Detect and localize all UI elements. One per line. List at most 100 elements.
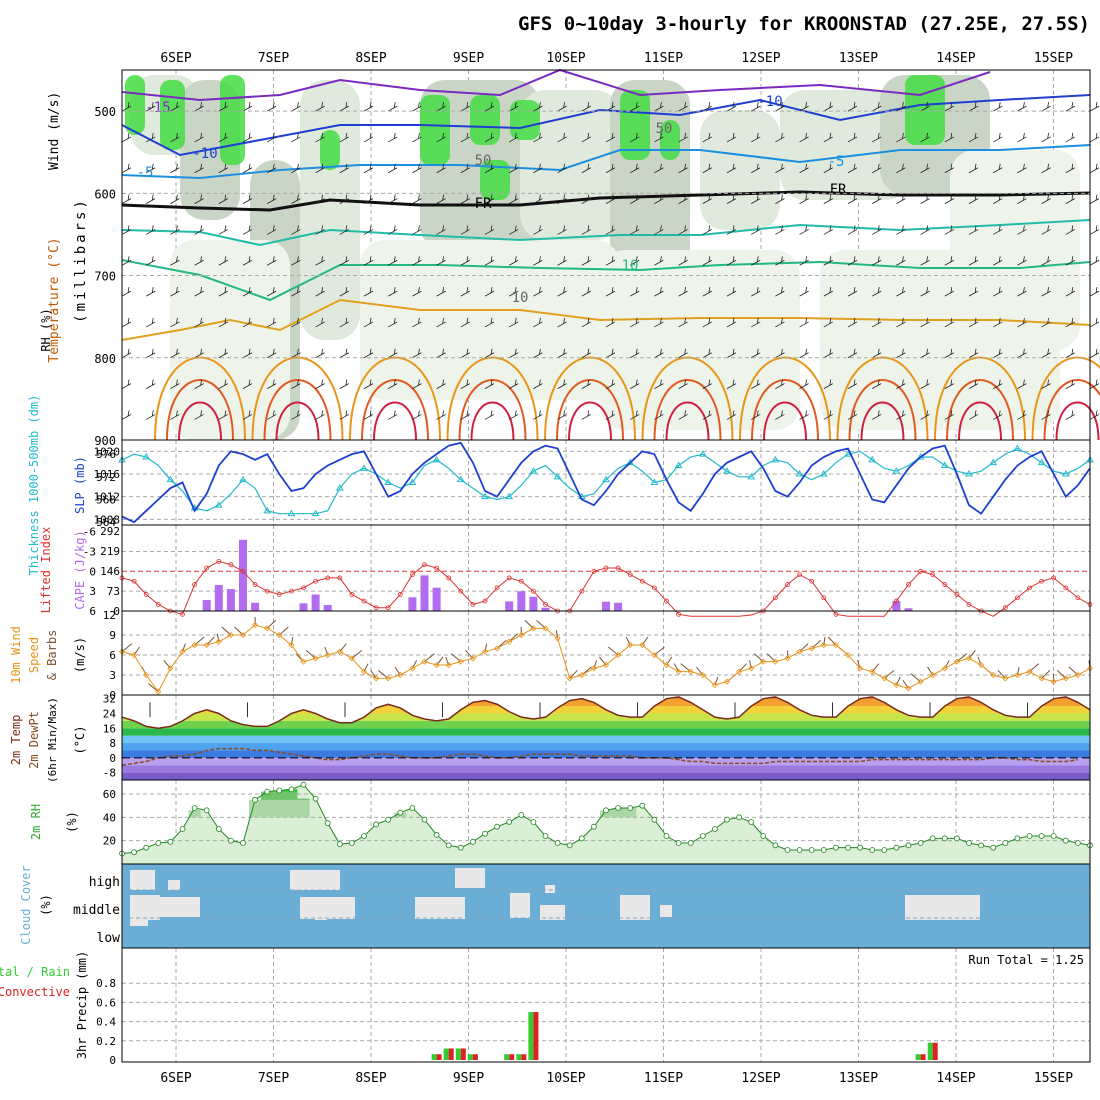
thickness-point <box>505 492 514 500</box>
wind-barb <box>194 132 204 143</box>
wind-barb <box>1065 132 1075 143</box>
top-date-label: 9SEP <box>453 51 484 66</box>
wind-barb <box>1065 379 1075 389</box>
wind-barb <box>678 348 688 359</box>
wind-barb <box>218 163 228 174</box>
wind-barb <box>605 317 616 328</box>
lifted-point <box>954 592 960 597</box>
wind-barb <box>242 194 253 204</box>
wind-barb <box>242 410 253 420</box>
wind-barb <box>557 132 567 143</box>
wind-barb <box>315 102 325 112</box>
rh-high-fill <box>249 799 262 818</box>
upper-label-temperature: Temperature (°C) <box>47 237 62 362</box>
wind-barb <box>581 379 591 389</box>
slp-series <box>121 441 1091 524</box>
bottom-date-axis: 6SEP 7SEP 8SEP 9SEP 10SEP 11SEP 12SEP 13SEP 14SE… <box>160 1071 1073 1086</box>
wind-barb <box>630 410 640 420</box>
wind-barb <box>896 410 906 420</box>
wind-barb <box>339 163 349 174</box>
wind-barb <box>533 194 543 204</box>
wind-barb <box>1017 194 1027 204</box>
wind-barb <box>315 132 325 143</box>
wind-barb <box>1089 256 1100 266</box>
wind-barb <box>339 348 349 359</box>
thickness-point <box>408 478 417 485</box>
wind-barb <box>339 410 349 420</box>
wind-barb <box>412 410 422 420</box>
warm-contour <box>653 379 722 441</box>
wind-speed-point <box>772 658 779 665</box>
wind-barb <box>823 317 833 328</box>
wind-barb <box>702 410 712 420</box>
precip-total-bar <box>504 1054 510 1060</box>
cloud-gap <box>660 905 672 917</box>
precip-tick: 0.8 <box>96 977 116 990</box>
lifted-point <box>373 605 379 611</box>
wind-barb <box>968 102 979 112</box>
rh-tick: 60 <box>103 788 116 801</box>
wind-speed-point <box>832 641 839 649</box>
wind-barb <box>799 225 809 235</box>
wind-barb <box>412 194 422 204</box>
wind-barb-10m <box>1016 666 1020 676</box>
wind-barb <box>896 348 906 359</box>
wind-speed-point <box>469 655 476 662</box>
wind-speed-point <box>155 688 162 695</box>
wind-barb-10m <box>593 660 598 669</box>
wind-barb <box>121 163 132 174</box>
rh-point <box>179 826 186 832</box>
wind-speed-point <box>820 641 827 649</box>
wind-barb <box>630 225 640 235</box>
wind-barb <box>920 132 930 143</box>
rh-point <box>845 844 851 851</box>
rh-point <box>373 821 380 828</box>
temp-band <box>122 765 1090 773</box>
wind-barb <box>194 410 204 420</box>
wind-barb <box>726 256 737 266</box>
cape-right-tick: 146 <box>100 565 120 578</box>
temp-tick: 8 <box>109 737 116 750</box>
wind-barb <box>1065 102 1075 112</box>
wind-barb-10m <box>363 663 369 672</box>
precip-label-total: Total / Rain <box>0 965 70 979</box>
wind-barb <box>678 194 688 204</box>
wind-barb <box>509 379 519 389</box>
wind-barb <box>581 256 591 266</box>
rh-point <box>288 786 295 793</box>
rh-point <box>155 840 162 846</box>
precip-panel: 0.8 0.6 0.4 0.2 0 <box>96 947 1091 1067</box>
rh-point <box>397 809 404 816</box>
wind-barb <box>799 317 809 328</box>
warm-contour <box>958 401 1002 441</box>
wind-barb <box>702 102 712 112</box>
wind-barb <box>872 132 882 143</box>
wind-barb <box>1017 163 1027 174</box>
rh-point <box>1038 833 1045 839</box>
wind-barb <box>484 225 495 235</box>
wind-barb <box>968 194 979 204</box>
wind-barb <box>242 317 253 328</box>
contour-label: -15 <box>145 100 170 116</box>
lifted-point <box>288 588 294 594</box>
wind-barb <box>339 102 349 112</box>
wind-barb <box>847 256 858 266</box>
wind-barb <box>436 410 446 420</box>
wind-barb <box>533 256 543 266</box>
wind-barb <box>872 194 882 204</box>
wind-barb <box>436 379 446 389</box>
thickness-point <box>311 509 320 517</box>
wind-barb <box>751 102 761 112</box>
wind-barb <box>775 225 785 235</box>
wind-barb <box>751 317 761 328</box>
wind-speed-point <box>796 648 803 655</box>
rh-panel: 60 40 20 <box>103 779 1093 865</box>
rh-point <box>941 835 948 842</box>
wind-speed-point <box>615 651 622 659</box>
cape-label-cape: CAPE (J/kg) <box>73 530 87 609</box>
lifted-point <box>155 601 161 607</box>
wind-speed-point <box>494 645 501 652</box>
precip-side-labels: Total / Rain Convective 3hr Precip (mm) <box>0 951 89 1059</box>
wind-barb <box>605 348 616 359</box>
wind-barb <box>194 348 204 359</box>
